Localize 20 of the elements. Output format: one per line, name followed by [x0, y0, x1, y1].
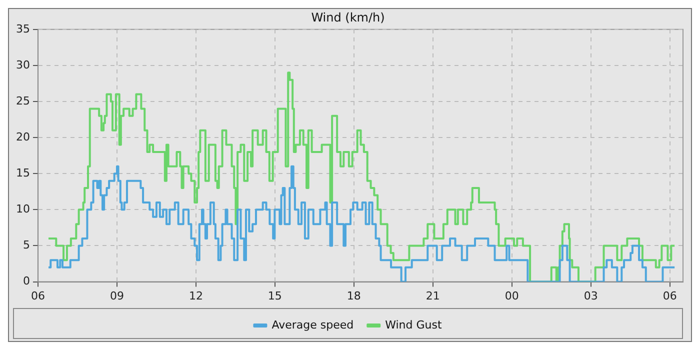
- y-tick-label: 15: [16, 166, 30, 180]
- y-tick-label: 35: [16, 22, 30, 36]
- x-tick-label: 15: [268, 289, 282, 302]
- x-tick-label: 18: [346, 289, 361, 302]
- x-tick-label: 06: [30, 289, 45, 302]
- y-tick-label: 25: [16, 94, 30, 108]
- x-tick-label: 21: [426, 289, 440, 302]
- y-tick-label: 30: [16, 58, 30, 72]
- x-tick-label: 12: [188, 289, 203, 302]
- y-tick-label: 5: [22, 238, 30, 252]
- x-tick-label: 00: [504, 289, 519, 302]
- y-tick-label: 10: [16, 202, 30, 216]
- chart-title: Wind (km/h): [311, 10, 385, 24]
- legend-label: Wind Gust: [385, 318, 442, 332]
- x-tick-label: 03: [584, 289, 598, 302]
- y-tick-label: 0: [22, 274, 30, 288]
- x-tick-label: 06: [662, 289, 677, 302]
- legend-label: Average speed: [272, 318, 354, 332]
- y-tick-label: 20: [16, 130, 30, 144]
- x-tick-label: 09: [110, 289, 124, 302]
